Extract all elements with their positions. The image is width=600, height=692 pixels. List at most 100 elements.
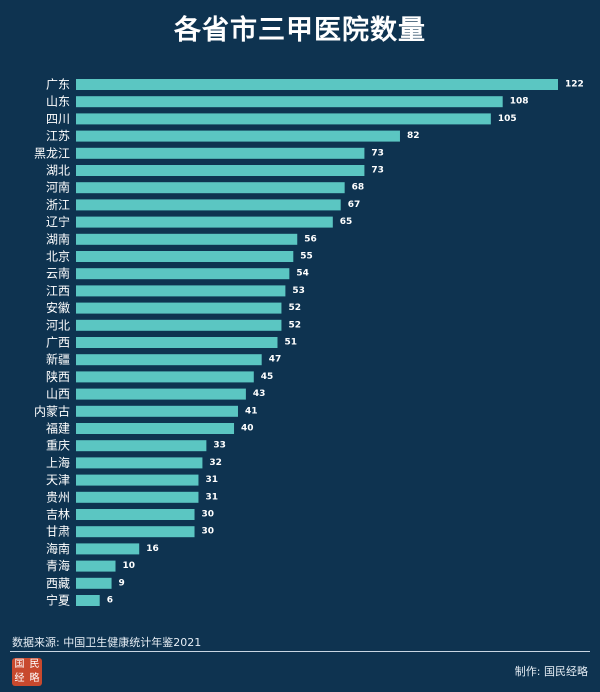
bar [76,147,365,159]
bar [76,491,199,503]
category-label: 重庆 [46,439,70,453]
value-label: 51 [284,338,297,348]
category-label: 江苏 [46,129,70,143]
value-label: 73 [371,166,384,176]
bar [76,388,246,400]
value-label: 31 [205,475,218,485]
value-label: 105 [498,114,517,124]
value-label: 43 [253,389,266,399]
value-label: 16 [146,544,159,554]
bar [76,96,503,108]
category-label: 北京 [46,250,70,264]
category-label: 江西 [46,284,70,298]
category-label: 云南 [46,266,70,281]
value-label: 10 [123,561,136,571]
value-label: 52 [288,320,301,330]
category-label: 陕西 [46,369,70,384]
category-label: 内蒙古 [34,403,70,418]
value-label: 45 [261,372,274,382]
category-label: 浙江 [46,198,70,212]
category-label: 黑龙江 [34,146,70,160]
bar [76,319,282,331]
category-label: 新疆 [46,352,70,367]
category-label: 湖南 [46,231,70,246]
bar [76,595,100,606]
bar [76,337,278,348]
category-label: 青海 [46,558,70,573]
bar [76,560,116,572]
bar [76,440,207,452]
value-label: 82 [407,131,420,141]
value-label: 122 [565,80,584,90]
category-label: 甘肃 [46,525,70,539]
credit-note: 制作: 国民经略 [514,665,588,678]
bar [76,199,341,211]
bar [76,251,294,262]
bar [76,165,365,176]
value-label: 40 [241,424,254,434]
bar [76,285,286,297]
bar [76,457,203,469]
bar [76,113,491,125]
data-source-note: 数据来源: 中国卫生健康统计年鉴2021 [12,636,202,649]
value-label: 30 [202,527,215,537]
category-label: 广西 [46,336,70,350]
brand-logo: 国民经略 [12,658,42,686]
value-label: 9 [119,578,125,588]
value-label: 54 [296,269,309,279]
value-label: 52 [288,303,301,313]
value-label: 53 [292,286,305,296]
bar [76,423,235,434]
category-label: 宁夏 [46,593,70,608]
category-label: 福建 [46,421,70,436]
bar [76,268,290,280]
chart-title: 各省市三甲医院数量 [174,15,426,46]
bar [76,577,112,589]
category-label: 上海 [46,455,70,470]
value-label: 56 [304,234,317,244]
value-label: 41 [245,406,258,416]
category-label: 四川 [46,112,70,126]
category-label: 河南 [46,180,70,195]
category-label: 山东 [46,95,70,109]
value-label: 68 [352,183,365,193]
category-label: 河北 [46,318,70,332]
value-label: 65 [340,217,353,227]
value-label: 33 [213,441,226,451]
bar [76,405,238,417]
value-label: 108 [510,97,529,107]
value-label: 30 [202,510,215,520]
bar [76,216,333,228]
category-label: 广东 [46,78,70,92]
bar [76,474,199,486]
category-label: 海南 [46,541,70,556]
category-label: 辽宁 [46,214,70,229]
bar [76,543,140,555]
bar [76,509,195,520]
category-label: 山西 [46,387,70,401]
bar [76,233,298,245]
value-label: 31 [205,492,218,502]
footer-divider [10,651,590,652]
bar [76,354,262,366]
value-label: 32 [209,458,222,468]
category-label: 吉林 [46,508,70,522]
value-label: 55 [300,252,313,262]
value-label: 67 [348,200,361,210]
category-label: 贵州 [46,490,70,504]
bar [76,302,282,314]
value-label: 47 [269,355,282,365]
bar [76,371,254,383]
bar [76,182,345,194]
category-label: 天津 [46,473,70,487]
category-label: 湖北 [46,163,70,178]
bar [76,79,558,90]
value-label: 73 [371,148,384,158]
value-label: 6 [107,596,113,606]
bar [76,130,400,142]
category-label: 安徽 [46,300,70,315]
category-label: 西藏 [46,576,70,590]
bar [76,526,195,538]
